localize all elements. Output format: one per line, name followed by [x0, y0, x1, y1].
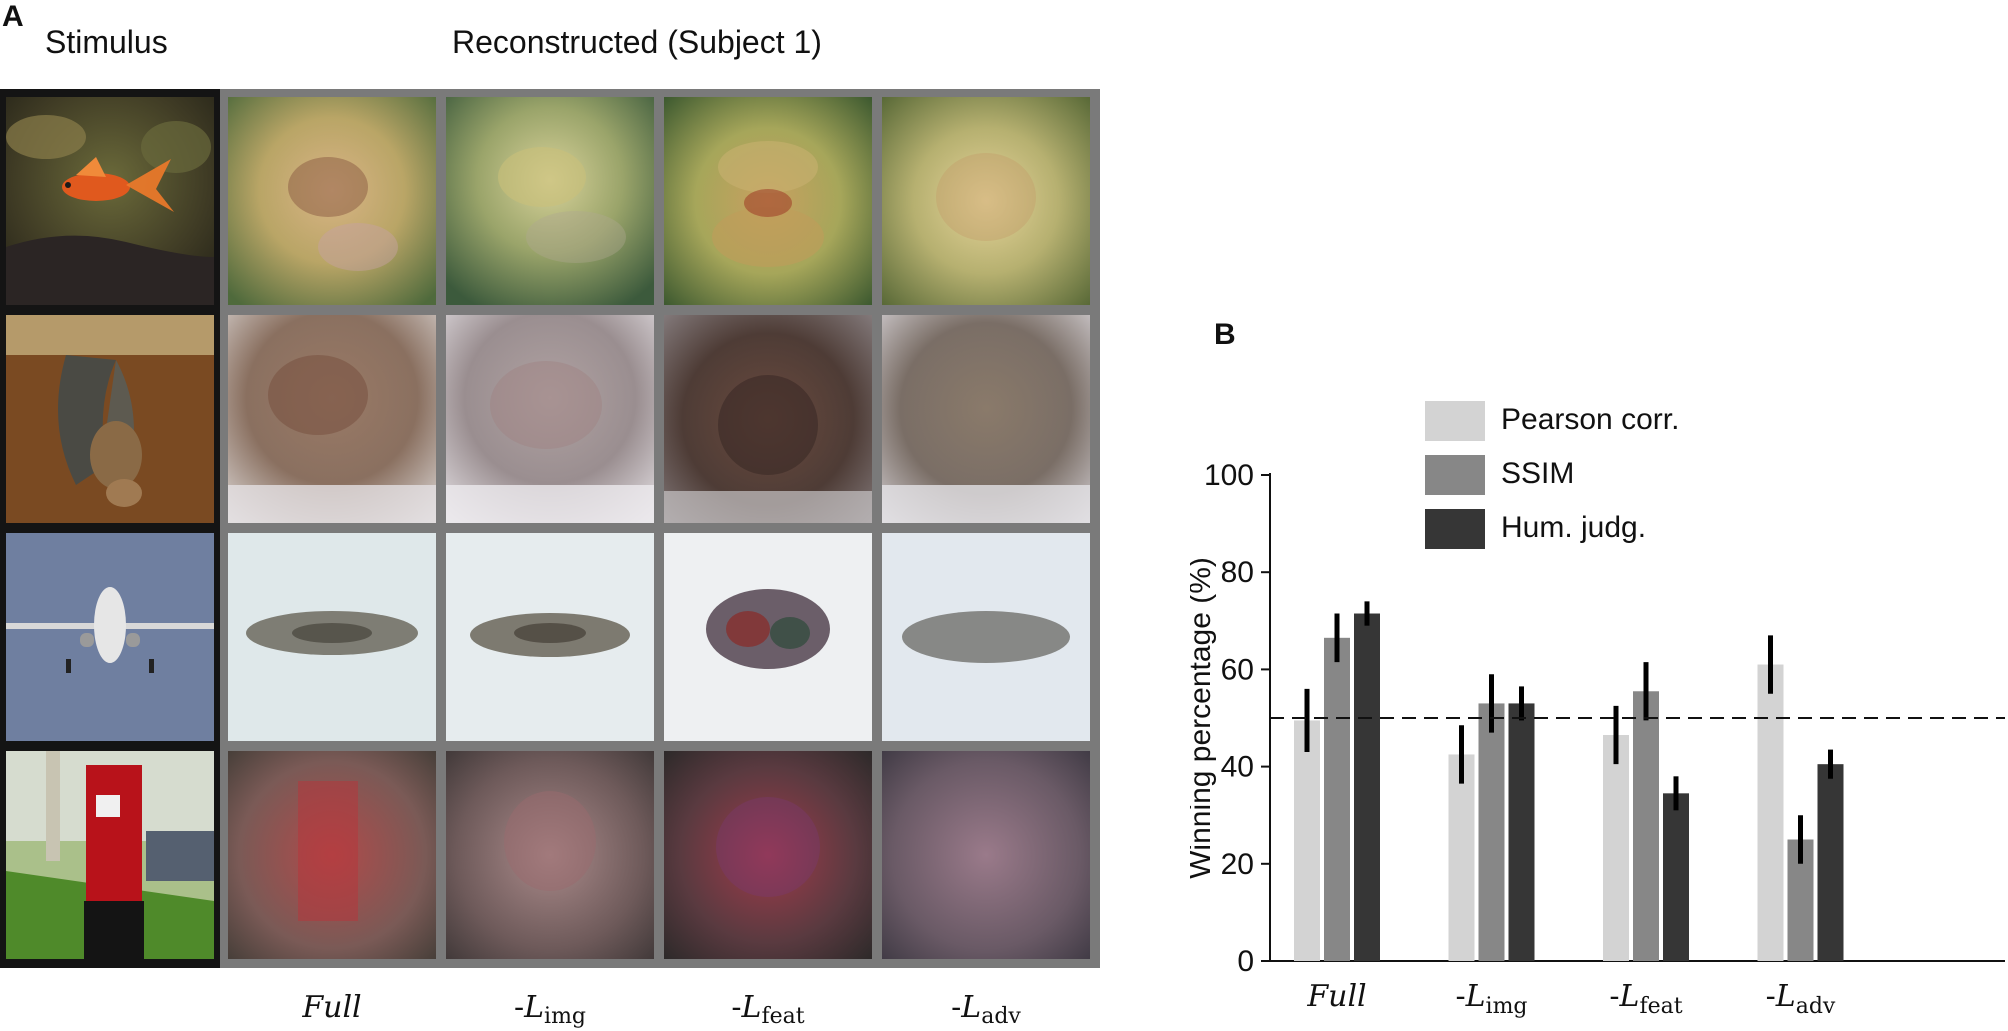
bar: [1633, 691, 1659, 961]
recon-r3-ladv: [882, 533, 1090, 741]
x-tick-label: -Lfeat: [1609, 979, 1682, 1019]
stimulus-bat-image: [6, 315, 214, 523]
bar: [1354, 613, 1380, 961]
bar: [1663, 793, 1689, 961]
recon-r4-limg: [446, 751, 654, 959]
recon-r4-lfeat: [664, 751, 872, 959]
bar: [1324, 637, 1350, 961]
recon-r1-full: [228, 97, 436, 305]
bar: [1817, 764, 1844, 961]
bar: [1448, 754, 1475, 961]
bar: [1603, 735, 1629, 961]
x-tick-label: Full: [1306, 979, 1366, 1014]
col-label-ladv: -Ladv: [951, 990, 1021, 1029]
recon-r3-full: [228, 533, 436, 741]
legend-swatch-hum: [1425, 509, 1485, 549]
bar-chart: 0 20 40 60 80 100 Winning percentage (%) Full -L…: [1190, 459, 2005, 1019]
bar: [1478, 703, 1505, 961]
recon-r2-lfeat: [664, 315, 872, 523]
y-axis-label: Winning percentage (%): [1190, 557, 1217, 879]
legend-label-hum: Hum. judg.: [1501, 511, 1647, 544]
x-tick-label: -Limg: [1455, 979, 1527, 1019]
stimulus-postbox-image: [6, 751, 214, 959]
y-tick-label: 0: [1237, 945, 1254, 978]
y-tick-label: 60: [1221, 653, 1254, 686]
stimulus-airplane-image: [6, 533, 214, 741]
recon-r1-limg: [446, 97, 654, 305]
legend-label-pearson: Pearson corr.: [1501, 403, 1680, 436]
bar: [1294, 720, 1320, 961]
stimulus-header: Stimulus: [45, 24, 168, 60]
panel-a-letter: A: [2, 0, 24, 33]
bar: [1508, 703, 1535, 961]
recon-r1-ladv: [882, 97, 1090, 305]
recon-r2-limg: [446, 315, 654, 523]
recon-r2-ladv: [882, 315, 1090, 523]
legend-swatch-ssim: [1425, 455, 1485, 495]
y-tick-label: 100: [1204, 459, 1254, 492]
recon-r3-limg: [446, 533, 654, 741]
recon-r4-full: [228, 751, 436, 959]
recon-r4-ladv: [882, 751, 1090, 959]
col-label-limg: -Limg: [513, 990, 587, 1029]
recon-r1-lfeat: [664, 97, 872, 305]
recon-r2-full: [228, 315, 436, 523]
y-tick-label: 40: [1221, 751, 1254, 784]
y-tick-label: 80: [1221, 556, 1254, 589]
y-tick-label: 20: [1221, 848, 1254, 881]
x-tick-label: -Ladv: [1766, 979, 1836, 1019]
reconstruction-grid: [220, 89, 1100, 968]
stimulus-goldfish-image: [6, 97, 214, 305]
bar: [1757, 664, 1784, 961]
recon-r3-lfeat: [664, 533, 872, 741]
stimulus-column: [0, 89, 220, 968]
panel-b-letter: B: [1214, 318, 1236, 351]
reconstructed-header: Reconstructed (Subject 1): [452, 24, 822, 60]
legend-label-ssim: SSIM: [1501, 457, 1575, 490]
col-label-full: Full: [302, 990, 362, 1025]
legend-swatch-pearson: [1425, 401, 1485, 441]
col-label-lfeat: -Lfeat: [731, 990, 805, 1029]
